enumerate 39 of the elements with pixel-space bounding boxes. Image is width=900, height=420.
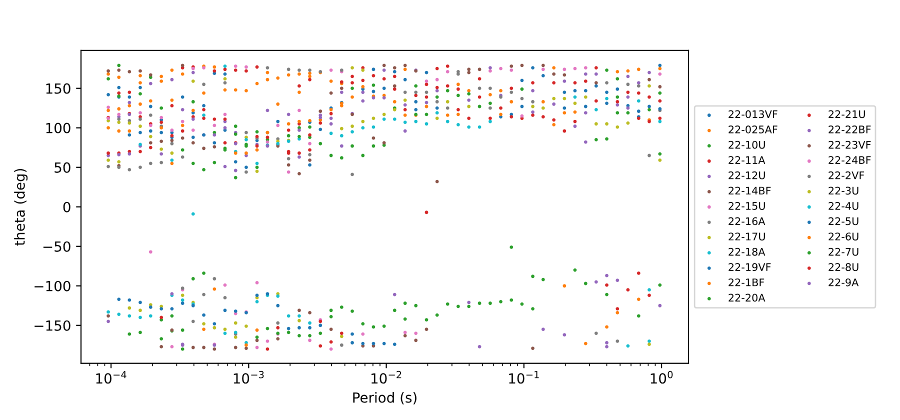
y-tick-label: −100 (34, 280, 70, 292)
legend-label: 22-15U (728, 202, 765, 210)
legend-label: 22-16A (728, 217, 766, 226)
legend-label: 22-24BF (828, 156, 871, 164)
y-tick-label: −150 (34, 320, 70, 331)
x-axis-title: Period (s) (353, 392, 416, 404)
legend-label: 22-18A (728, 248, 766, 256)
legend-label: 22-10U (728, 140, 765, 149)
legend-label: 22-20A (728, 294, 766, 302)
legend-label: 22-025AF (728, 126, 778, 134)
legend-label: 22-23VF (828, 140, 871, 149)
legend-label: 22-2VF (828, 171, 864, 180)
legend-label: 22-6U (828, 232, 858, 240)
legend-label: 22-9A (828, 278, 859, 286)
legend-label: 22-19VF (728, 263, 771, 272)
legend-label: 22-11A (728, 156, 766, 164)
legend-label: 22-14BF (728, 186, 771, 194)
x-tick-label: 10$^{−3}$ (234, 370, 264, 384)
y-tick-label: 0 (63, 202, 70, 212)
legend-label: 22-12U (728, 171, 765, 180)
y-axis-title: theta (deg) (14, 168, 28, 246)
legend-label: 22-013VF (728, 110, 778, 118)
x-tick-label: 10$^{−4}$ (96, 371, 126, 384)
y-tick-label: 100 (46, 122, 70, 134)
x-tick-label: 10$^{−2}$ (371, 370, 402, 384)
y-tick-label: 50 (54, 162, 70, 173)
x-tick-label: 10$^{−1}$ (509, 371, 539, 384)
legend-label: 22-8U (828, 263, 858, 272)
y-tick-label: 150 (46, 83, 70, 94)
legend-label: 22-5U (828, 217, 858, 226)
legend-label: 22-21U (828, 110, 865, 118)
legend-label: 22-1BF (728, 278, 764, 286)
legend-label: 22-17U (728, 232, 765, 240)
legend-label: 22-7U (828, 248, 858, 256)
legend-label: 22-4U (828, 202, 858, 210)
legend-label: 22-3U (828, 186, 858, 195)
y-tick-label: −50 (43, 241, 70, 252)
legend-label: 22-22BF (828, 126, 871, 134)
x-tick-label: 10$^{0}$ (650, 370, 673, 384)
